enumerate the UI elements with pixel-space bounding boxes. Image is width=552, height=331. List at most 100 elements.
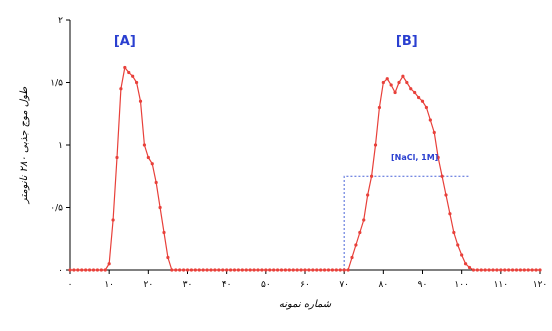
- data-point: [252, 268, 256, 272]
- data-point: [244, 268, 248, 272]
- data-point: [342, 268, 346, 272]
- data-point: [315, 268, 319, 272]
- data-point: [228, 268, 233, 272]
- data-point: [213, 268, 217, 272]
- data-point: [491, 268, 495, 272]
- data-point: [319, 268, 323, 272]
- data-point: [256, 268, 260, 272]
- data-point: [174, 268, 178, 272]
- data-point: [127, 70, 131, 75]
- x-tick-label: ۶۰: [300, 280, 310, 290]
- data-point: [440, 174, 444, 178]
- data-point: [369, 174, 374, 178]
- data-point: [416, 95, 421, 100]
- data-point: [311, 268, 315, 272]
- data-point: [452, 230, 456, 235]
- data-point: [514, 268, 519, 272]
- data-point: [334, 268, 338, 272]
- data-point: [283, 268, 288, 272]
- x-tick-label: ۹۰: [418, 280, 428, 290]
- data-point: [217, 268, 221, 272]
- data-point: [330, 268, 335, 272]
- axes: ۰ ۱۰ ۲۰ ۳۰ ۴۰ ۵۰ ۶۰ ۷۰ ۸۰ ۹۰ ۱۰۰ ۱۱۰ ۱۲۰ ۰ ۰/۵ ۱ ۱/۵ ۲ شما…: [19, 16, 547, 310]
- data-point: [428, 118, 432, 122]
- data-point: [530, 268, 534, 272]
- data-point: [123, 65, 127, 70]
- data-point: [232, 268, 237, 272]
- x-tick-label: ۳۰: [183, 280, 193, 290]
- x-axis-title: شماره نمونه: [279, 299, 332, 310]
- data-point: [534, 268, 538, 272]
- y-tick-label: ۱: [58, 141, 63, 151]
- data-point: [158, 205, 162, 210]
- data-point: [170, 268, 174, 272]
- data-point: [138, 99, 143, 103]
- data-point: [518, 268, 523, 272]
- labels: [A] [B] [NaCl, 1M]: [114, 34, 438, 162]
- data-point: [397, 80, 401, 85]
- data-point: [373, 143, 378, 147]
- data-point: [275, 268, 280, 272]
- data-point: [193, 268, 197, 272]
- data-point: [444, 193, 448, 197]
- data-point: [307, 268, 311, 272]
- data-point: [495, 268, 499, 272]
- data-point: [99, 268, 103, 272]
- data-point: [142, 143, 147, 147]
- data-point: [409, 87, 413, 91]
- x-tick-label: ۵۰: [261, 280, 271, 290]
- data-point: [389, 83, 393, 87]
- data-point: [272, 268, 276, 272]
- data-point: [201, 268, 205, 272]
- data-point: [178, 268, 182, 272]
- data-point: [189, 268, 194, 272]
- data-point: [460, 253, 464, 257]
- data-point: [424, 105, 429, 110]
- data-point: [260, 268, 264, 272]
- data-point: [279, 268, 284, 272]
- peak-label: [A]: [114, 34, 136, 49]
- data-point: [507, 268, 511, 272]
- data-point: [185, 268, 190, 272]
- data-point: [209, 268, 213, 272]
- data-point: [150, 162, 154, 166]
- data-point: [299, 268, 303, 272]
- data-point: [385, 77, 389, 81]
- data-point: [413, 90, 417, 95]
- data-point: [475, 268, 479, 272]
- data-point: [111, 218, 115, 222]
- x-tick-label: ۸۰: [378, 280, 388, 290]
- data-point: [248, 268, 252, 272]
- data-point: [463, 262, 468, 266]
- data-point: [487, 268, 491, 272]
- data-point: [95, 268, 100, 272]
- x-tick-label: ۱۲۰: [533, 280, 548, 290]
- data-point: [510, 268, 515, 272]
- data-point: [303, 268, 307, 272]
- data-point: [377, 105, 382, 110]
- data-point: [76, 268, 80, 272]
- data-point: [420, 99, 425, 103]
- data-point: [401, 74, 405, 78]
- series-layer: [68, 65, 542, 272]
- data-point: [338, 268, 342, 272]
- data-point: [362, 218, 366, 222]
- data-point: [381, 80, 385, 85]
- data-point: [146, 155, 150, 160]
- data-point: [354, 243, 358, 247]
- x-tick-label: ۱۰۰: [454, 280, 469, 290]
- data-point: [91, 268, 96, 272]
- peak-label: [B]: [396, 34, 418, 49]
- data-point: [131, 74, 135, 78]
- data-point: [287, 268, 291, 272]
- series-line: [70, 66, 540, 271]
- data-point: [471, 268, 476, 272]
- x-tick-label: ۲۰: [143, 280, 153, 290]
- data-point: [166, 255, 170, 260]
- data-point: [366, 193, 370, 197]
- data-point: [264, 268, 268, 272]
- data-point: [526, 268, 530, 272]
- data-point: [358, 230, 362, 235]
- x-tick-label: ۷۰: [339, 280, 349, 290]
- data-point: [134, 80, 139, 85]
